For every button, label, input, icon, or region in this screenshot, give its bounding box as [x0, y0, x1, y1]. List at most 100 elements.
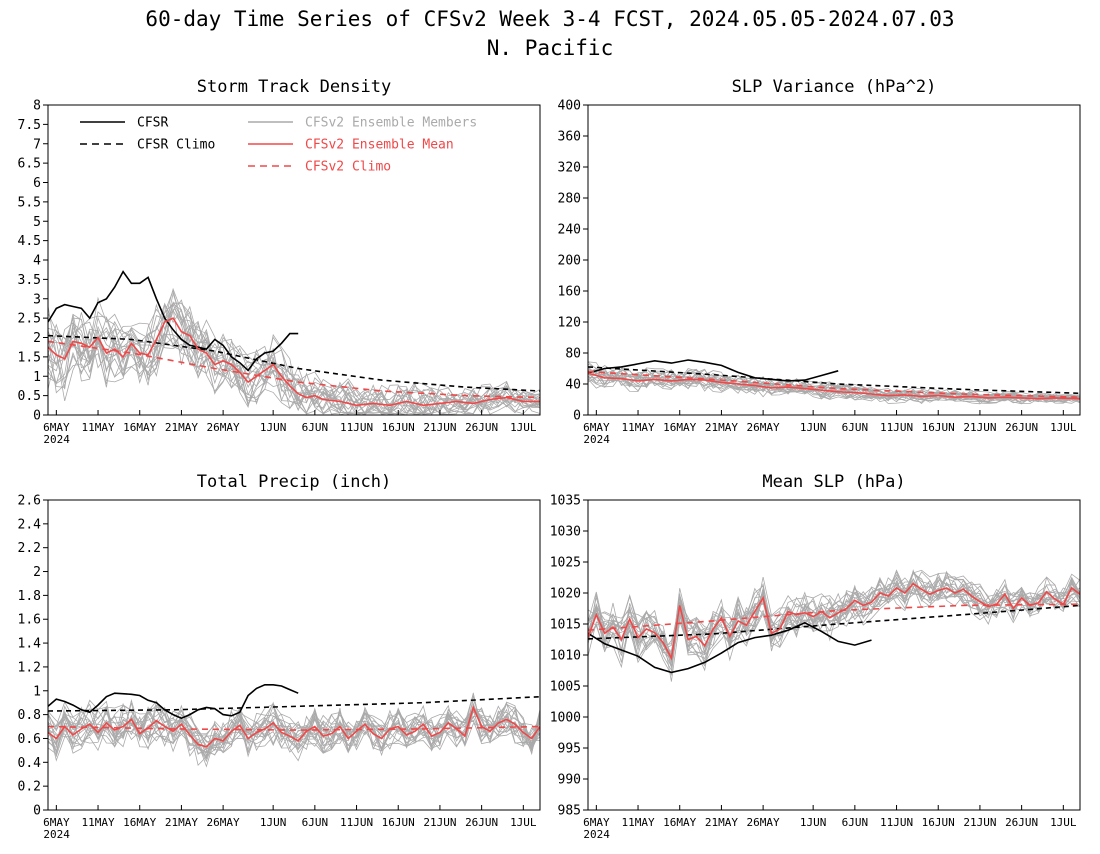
x-tick-label: 6MAY [583, 816, 610, 829]
plot-area [48, 684, 540, 768]
x-tick-label: 1JUN [260, 816, 287, 829]
x-tick-label: 16MAY [663, 421, 696, 434]
y-tick-label: 6.5 [18, 157, 41, 172]
y-tick-label: 2.5 [18, 312, 41, 327]
ensemble-member-line [48, 698, 540, 757]
y-tick-label: 1.2 [18, 660, 41, 675]
y-tick-label: 1035 [550, 494, 581, 509]
x-tick-label: 16JUN [922, 421, 955, 434]
series-line [588, 604, 1080, 640]
panel-1: Storm Track Density 0 0.5 1 1.5 2 2.5 3 3.5 4 4.5 5… [18, 77, 541, 446]
y-tick-label: 7 [33, 137, 41, 152]
ensemble-member-line [48, 705, 540, 763]
y-tick-label: 1010 [550, 649, 581, 664]
x-tick-label: 11MAY [621, 421, 654, 434]
panel-title: SLP Variance (hPa^2) [732, 77, 937, 97]
x-tick-label: 6MAY [583, 421, 610, 434]
ensemble-member-line [48, 317, 540, 415]
x-tick-label: 11MAY [81, 421, 114, 434]
series-line [48, 695, 540, 712]
x-tick-label: 6MAY [43, 421, 70, 434]
y-tick-label: 990 [558, 773, 581, 788]
x-tick-label: 11MAY [81, 816, 114, 829]
ensemble-member-line [48, 702, 540, 759]
x-tick-label: 6JUN [302, 421, 329, 434]
x-tick-label: 11MAY [621, 816, 654, 829]
y-tick-label: 2.6 [18, 494, 41, 509]
x-tick-label: 6MAY [43, 816, 70, 829]
y-tick-label: 0 [33, 409, 41, 424]
x-tick-label: 26MAY [207, 816, 240, 829]
x-tick-label: 16MAY [123, 421, 156, 434]
series-line [588, 372, 1080, 400]
ensemble-members [588, 569, 1080, 682]
x-tick-label: 26JUN [1005, 421, 1038, 434]
y-tick-label: 0 [573, 409, 581, 424]
x-tick-label: 11JUN [340, 816, 373, 829]
panel-title: Mean SLP (hPa) [762, 472, 905, 492]
y-tick-label: 0.5 [18, 389, 41, 404]
series-line [48, 317, 540, 407]
plot-area [48, 270, 540, 415]
y-tick-label: 40 [565, 378, 581, 393]
x-tick-label: 21JUN [423, 421, 456, 434]
y-tick-label: 1000 [550, 711, 581, 726]
panels: Storm Track Density 0 0.5 1 1.5 2 2.5 3 3.5 4 4.5 5… [18, 77, 1081, 841]
x-year-label: 2024 [583, 433, 610, 446]
ensemble-member-line [588, 578, 1080, 664]
panel-2: SLP Variance (hPa^2) 0 40 80 120 160 200 240 280… [558, 77, 1081, 446]
ensemble-member-line [48, 308, 540, 415]
y-tick-label: 6 [33, 176, 41, 191]
y-tick-label: 1.8 [18, 589, 41, 604]
y-tick-label: 0.4 [18, 756, 42, 771]
x-tick-label: 1JUN [800, 421, 827, 434]
y-tick-label: 995 [558, 742, 581, 757]
ensemble-member-line [48, 703, 540, 751]
y-tick-label: 120 [558, 316, 581, 331]
y-tick-label: 3 [33, 292, 41, 307]
ensemble-member-line [48, 309, 540, 415]
series-line [48, 340, 540, 399]
x-year-label: 2024 [43, 433, 70, 446]
y-tick-label: 3.5 [18, 273, 41, 288]
ensemble-member-line [588, 571, 1080, 672]
legend-label: CFSv2 Ensemble Mean [305, 138, 454, 153]
x-year-label: 2024 [43, 828, 70, 841]
series-line [48, 334, 540, 392]
y-tick-label: 0.8 [18, 708, 41, 723]
x-tick-label: 16MAY [123, 816, 156, 829]
y-tick-label: 1.5 [18, 350, 41, 365]
y-tick-label: 2.4 [18, 517, 42, 532]
x-tick-label: 26JUN [1005, 816, 1038, 829]
ensemble-member-line [588, 571, 1080, 658]
ensemble-member-line [588, 573, 1080, 667]
figure-title-line1: 60-day Time Series of CFSv2 Week 3-4 FCS… [145, 7, 954, 31]
ensemble-members [48, 692, 540, 768]
series-line [48, 684, 299, 720]
x-tick-label: 26JUN [465, 816, 498, 829]
x-tick-label: 16JUN [922, 816, 955, 829]
legend: CFSR CFSR Climo CFSv2 Ensemble Members CFSv… [80, 116, 477, 175]
x-tick-label: 11JUN [880, 816, 913, 829]
x-tick-label: 26MAY [747, 816, 780, 829]
panel-4: Mean SLP (hPa) 985 990 995 1000 1005 1010 1015 1… [550, 472, 1081, 841]
ensemble-member-line [48, 302, 540, 415]
x-tick-label: 6JUN [302, 816, 329, 829]
y-tick-label: 160 [558, 285, 581, 300]
panel-title: Storm Track Density [197, 77, 391, 97]
series-line [588, 621, 872, 674]
ensemble-member-line [48, 302, 540, 411]
y-tick-label: 1005 [550, 680, 581, 695]
y-tick-label: 1025 [550, 556, 581, 571]
y-tick-label: 360 [558, 130, 581, 145]
x-year-label: 2024 [583, 828, 610, 841]
y-tick-label: 400 [558, 99, 581, 114]
y-tick-label: 200 [558, 254, 581, 269]
x-tick-label: 21MAY [705, 421, 738, 434]
panel-title: Total Precip (inch) [197, 472, 391, 492]
x-tick-label: 21MAY [165, 816, 198, 829]
y-tick-label: 0 [33, 804, 41, 819]
series-line [588, 582, 1080, 661]
